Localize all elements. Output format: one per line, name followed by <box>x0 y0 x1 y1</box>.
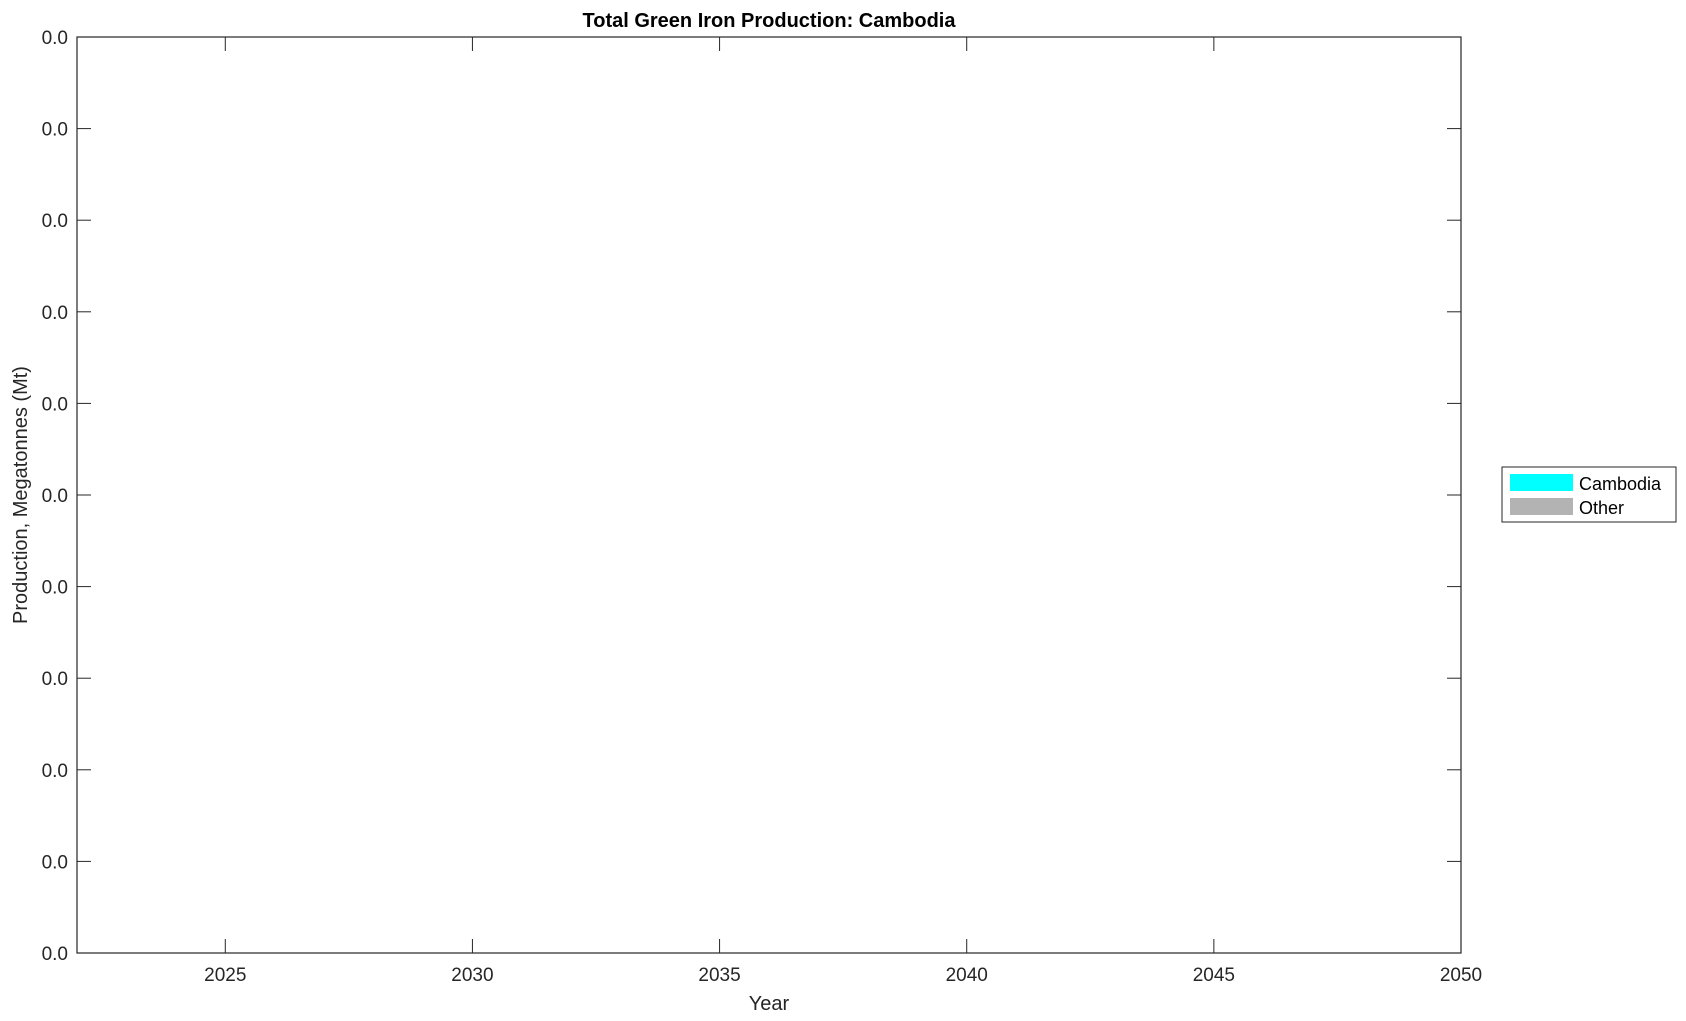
y-tick-label: 0.0 <box>42 211 68 232</box>
y-tick-label: 0.0 <box>42 669 68 690</box>
x-tick-label: 2025 <box>204 965 246 986</box>
x-tick-label: 2035 <box>698 965 740 986</box>
chart-title: Total Green Iron Production: Cambodia <box>583 10 957 32</box>
x-tick-label: 2050 <box>1440 965 1482 986</box>
y-tick-label: 0.0 <box>42 852 68 873</box>
legend-swatch-cambodia <box>1510 474 1573 491</box>
x-tick-label: 2045 <box>1193 965 1235 986</box>
y-tick-label: 0.0 <box>42 944 68 965</box>
x-axis-label: Year <box>749 993 790 1015</box>
y-tick-label: 0.0 <box>42 303 68 324</box>
y-axis-label: Production, Megatonnes (Mt) <box>10 366 32 624</box>
y-tick-label: 0.0 <box>42 761 68 782</box>
legend-swatch-other <box>1510 498 1573 515</box>
x-tick-label: 2030 <box>451 965 493 986</box>
legend-label-other: Other <box>1579 498 1624 518</box>
legend-label-cambodia: Cambodia <box>1579 474 1662 494</box>
y-tick-label: 0.0 <box>42 486 68 507</box>
x-tick-label: 2040 <box>946 965 988 986</box>
y-tick-label: 0.0 <box>42 394 68 415</box>
y-tick-label: 0.0 <box>42 120 68 141</box>
y-tick-label: 0.0 <box>42 28 68 49</box>
legend: Cambodia Other <box>1501 466 1677 523</box>
y-tick-label: 0.0 <box>42 578 68 599</box>
plot-area <box>76 36 1462 954</box>
